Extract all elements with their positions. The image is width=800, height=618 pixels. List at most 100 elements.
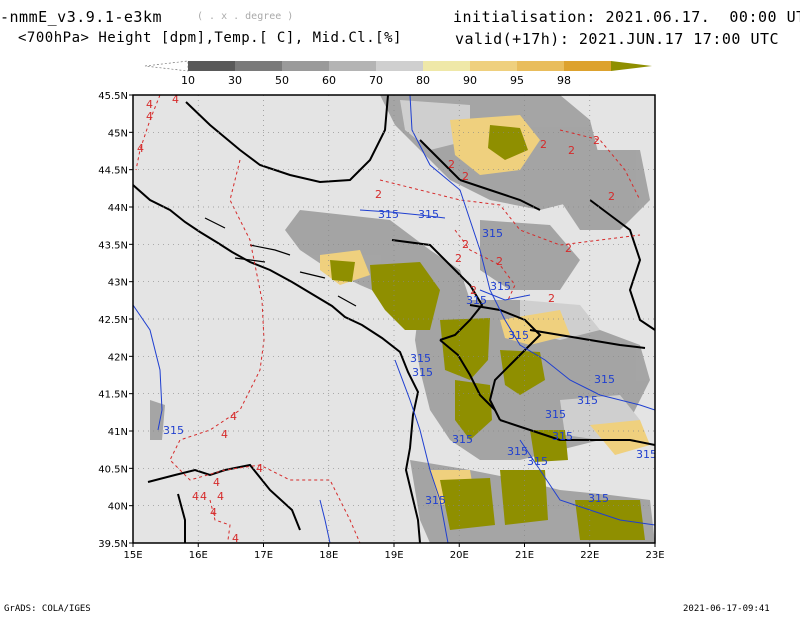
x-tick-label: 15E <box>123 550 142 561</box>
contour-label-temp: 2 <box>593 134 600 147</box>
contour-label-temp: 2 <box>462 170 469 183</box>
colorbar-label: 70 <box>369 74 383 87</box>
y-tick-label: 42N <box>108 352 128 363</box>
x-tick-label: 20E <box>450 550 469 561</box>
contour-label-temp: 2 <box>448 158 455 171</box>
fields-description: <700hPa> Height [dpm],Temp.[ C], Mid.Cl.… <box>18 30 402 46</box>
contour-label-temp: 2 <box>496 255 503 268</box>
contour-label-temp: 2 <box>375 188 382 201</box>
contour-label-height: 315 <box>425 494 446 507</box>
colorbar-label: 95 <box>510 74 524 87</box>
y-tick-label: 44N <box>108 203 128 214</box>
x-tick-label: 21E <box>515 550 534 561</box>
contour-label-temp: 4 <box>210 506 217 519</box>
x-tick-label: 22E <box>580 550 599 561</box>
contour-label-temp: 2 <box>540 138 547 151</box>
colorbar-label: 60 <box>322 74 336 87</box>
colorbar: 10 30 50 60 70 80 90 95 98 <box>144 60 652 87</box>
footer-credit: GrADS: COLA/IGES <box>4 604 91 614</box>
model-title: -nmmE_v3.9.1-e3km <box>0 8 163 26</box>
colorbar-label: 90 <box>463 74 477 87</box>
x-tick-label: 18E <box>319 550 338 561</box>
contour-label-temp: 4 <box>232 532 239 545</box>
colorbar-segment <box>564 61 611 71</box>
graticule <box>133 95 655 543</box>
contour-label-height: 315 <box>577 394 598 407</box>
y-tick-label: 44.5N <box>98 166 128 177</box>
contour-label-height: 315 <box>418 208 439 221</box>
initialisation-time: initialisation: 2021.06.17. 00:00 UTC <box>453 8 800 26</box>
contour-label-height: 315 <box>507 445 528 458</box>
y-tick-label: 41.5N <box>98 390 128 401</box>
y-tick-label: 43N <box>108 278 128 289</box>
units-hint: ( . x . degree ) <box>197 11 294 22</box>
contour-label-temp: 4 <box>200 490 207 503</box>
height-contours <box>133 95 655 543</box>
temp-contours <box>135 95 641 543</box>
colorbar-segment <box>235 61 282 71</box>
contour-label-temp: 2 <box>608 190 615 203</box>
contour-label-temp: 4 <box>221 428 228 441</box>
cloud-olive <box>330 125 645 540</box>
contour-label-height: 315 <box>636 448 657 461</box>
contour-label-temp: 4 <box>217 490 224 503</box>
colorbar-label: 50 <box>275 74 289 87</box>
colorbar-segment <box>517 61 564 71</box>
contour-label-height: 315 <box>452 433 473 446</box>
y-tick-label: 45.5N <box>98 91 128 102</box>
colorbar-label: 10 <box>181 74 195 87</box>
contour-label-height: 315 <box>545 408 566 421</box>
contour-label-temp: 2 <box>462 238 469 251</box>
contour-label-height: 315 <box>482 227 503 240</box>
contour-label-height: 315 <box>552 430 573 443</box>
contour-label-temp: 2 <box>568 144 575 157</box>
contour-label-height: 315 <box>508 329 529 342</box>
contour-label-height: 315 <box>378 208 399 221</box>
contour-label-height: 315 <box>588 492 609 505</box>
colorbar-segment <box>376 61 423 71</box>
y-tick-label: 41N <box>108 427 128 438</box>
contour-label-temp: 2 <box>455 252 462 265</box>
footer-timestamp: 2021-06-17-09:41 <box>683 604 770 614</box>
colorbar-segment <box>282 61 329 71</box>
colorbar-segment <box>423 61 470 71</box>
valid-time: valid(+17h): 2021.JUN.17 17:00 UTC <box>455 30 780 48</box>
contour-label-temp: 4 <box>213 476 220 489</box>
islands <box>204 217 357 307</box>
contour-label-temp: 4 <box>192 490 199 503</box>
contour-label-height: 315 <box>410 352 431 365</box>
contour-label-temp: 4 <box>146 110 153 123</box>
y-tick-label: 40.5N <box>98 464 128 475</box>
contour-label-temp: 4 <box>230 410 237 423</box>
contour-label-height: 315 <box>466 294 487 307</box>
temp-labels: 2 2 2 2 2 2 2 2 2 2 2 2 2 4 4 4 4 4 4 4 … <box>137 93 615 545</box>
colorbar-segment <box>470 61 517 71</box>
coastlines <box>133 95 655 543</box>
colorbar-label: 98 <box>557 74 571 87</box>
colorbar-label: 30 <box>228 74 242 87</box>
x-tick-label: 16E <box>189 550 208 561</box>
y-tick-label: 42.5N <box>98 315 128 326</box>
colorbar-label: 80 <box>416 74 430 87</box>
x-tick-label: 17E <box>254 550 273 561</box>
contour-label-temp: 2 <box>565 242 572 255</box>
contour-label-temp: 4 <box>256 462 263 475</box>
colorbar-segment <box>188 61 235 71</box>
contour-label-temp: 2 <box>548 292 555 305</box>
contour-label-height: 315 <box>527 455 548 468</box>
y-tick-label: 45N <box>108 128 128 139</box>
contour-label-height: 315 <box>490 280 511 293</box>
colorbar-segment <box>329 61 376 71</box>
contour-label-temp: 2 <box>470 284 477 297</box>
y-tick-label: 43.5N <box>98 240 128 251</box>
contour-label-temp: 4 <box>172 93 179 106</box>
height-labels: 315 315 315 315 315 315 315 315 315 315 … <box>163 208 657 507</box>
contour-label-height: 315 <box>163 424 184 437</box>
y-tick-label: 40N <box>108 502 128 513</box>
x-tick-label: 19E <box>384 550 403 561</box>
contour-label-height: 315 <box>594 373 615 386</box>
x-tick-label: 23E <box>645 550 664 561</box>
contour-label-temp: 4 <box>146 98 153 111</box>
contour-label-temp: 4 <box>137 142 144 155</box>
